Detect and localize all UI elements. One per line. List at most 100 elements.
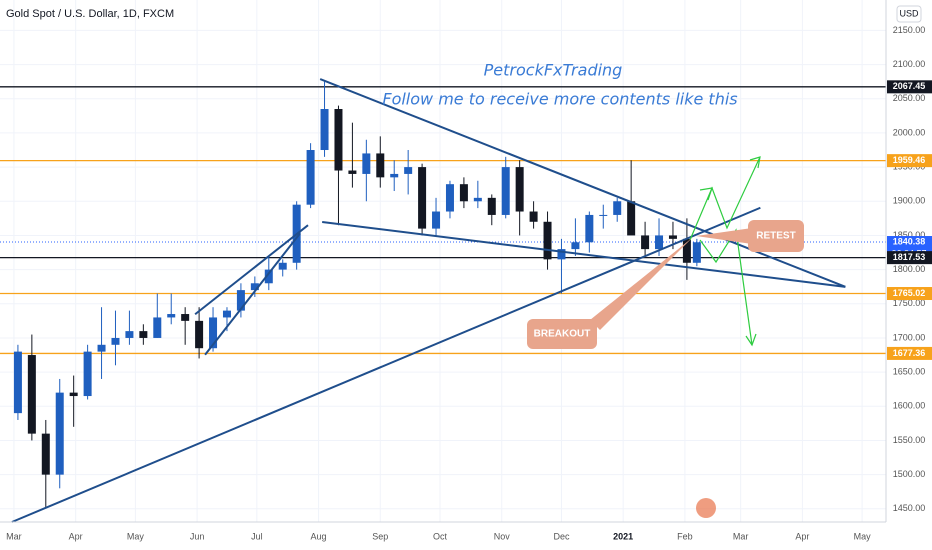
candle-body bbox=[306, 150, 315, 205]
candle-body bbox=[153, 317, 162, 338]
retest-box bbox=[748, 220, 804, 252]
candle-body bbox=[459, 184, 468, 202]
breakout-pointer bbox=[590, 238, 692, 330]
candle-body bbox=[278, 262, 287, 270]
candle-body bbox=[655, 235, 664, 250]
candle-body bbox=[418, 167, 427, 229]
y-tick-label: 2150.00 bbox=[893, 25, 926, 35]
candles bbox=[13, 81, 701, 509]
watermark: Follow me to receive more contents like … bbox=[382, 90, 737, 109]
trendline bbox=[11, 206, 761, 523]
annotation: BREAKOUT bbox=[534, 329, 591, 340]
trendline bbox=[204, 232, 301, 356]
price-label: 2067.45 bbox=[893, 81, 926, 91]
chart-title: Gold Spot / U.S. Dollar, 1D, FXCM bbox=[6, 8, 174, 20]
y-tick-label: 1850.00 bbox=[893, 230, 926, 240]
y-tick-label: 1500.00 bbox=[893, 469, 926, 479]
candle-body bbox=[181, 314, 190, 321]
candle-body bbox=[69, 392, 78, 397]
x-tick-label: Dec bbox=[553, 531, 570, 541]
y-tick-label: 1600.00 bbox=[893, 401, 926, 411]
price-label: 1840.38 bbox=[893, 236, 926, 246]
price-label: 1959.46 bbox=[893, 155, 926, 165]
trendline bbox=[322, 220, 846, 288]
candle-body bbox=[613, 201, 622, 215]
candle-body bbox=[557, 249, 566, 260]
trendlines bbox=[11, 78, 846, 523]
projection-arrow-up bbox=[689, 156, 761, 241]
x-tick-label: May bbox=[127, 531, 145, 541]
candle-body bbox=[222, 310, 231, 318]
candle-body bbox=[390, 173, 399, 178]
price-label-box bbox=[887, 80, 932, 94]
logo bbox=[696, 498, 716, 518]
y-tick-label: 1750.00 bbox=[893, 298, 926, 308]
candle-body bbox=[209, 317, 218, 349]
price-label-box bbox=[887, 154, 932, 168]
watermark: PetrockFxTrading bbox=[484, 61, 623, 80]
candle-body bbox=[41, 433, 50, 475]
arrow-head bbox=[745, 333, 757, 347]
projection-arrow-down bbox=[699, 228, 753, 346]
price-label: 1765.02 bbox=[893, 288, 926, 298]
candle-body bbox=[432, 211, 441, 229]
candle-body bbox=[641, 235, 650, 250]
grid bbox=[0, 0, 886, 522]
candle-body bbox=[167, 314, 176, 318]
candle-body bbox=[668, 235, 677, 239]
candle-body bbox=[236, 290, 245, 311]
price-label-box bbox=[887, 346, 932, 360]
arrow-head bbox=[749, 156, 761, 169]
candle-body bbox=[348, 170, 357, 174]
candle-body bbox=[27, 355, 36, 434]
candle-body bbox=[55, 392, 64, 475]
candle-body bbox=[83, 351, 92, 397]
candle-body bbox=[111, 337, 120, 345]
price-label: 1677.36 bbox=[893, 348, 926, 358]
x-tick-label: Oct bbox=[433, 531, 448, 541]
retest-pointer bbox=[696, 228, 752, 244]
candle-body bbox=[334, 109, 343, 171]
x-tick-label: Sep bbox=[372, 531, 388, 541]
candle-body bbox=[97, 344, 106, 352]
y-tick-label: 2100.00 bbox=[893, 59, 926, 69]
trendline bbox=[319, 78, 846, 288]
x-tick-label: May bbox=[854, 531, 872, 541]
candle-body bbox=[125, 331, 134, 338]
y-tick-label: 1450.00 bbox=[893, 503, 926, 513]
breakout-box bbox=[527, 319, 597, 349]
candle-body bbox=[320, 109, 329, 151]
candle-body bbox=[682, 238, 691, 263]
candle-body bbox=[264, 269, 273, 284]
currency-box[interactable] bbox=[896, 5, 922, 23]
x-tick-label: Apr bbox=[69, 531, 83, 541]
arrow-head bbox=[699, 187, 713, 201]
y-tick-label: 1650.00 bbox=[893, 366, 926, 376]
candle-body bbox=[692, 242, 701, 263]
candle-body bbox=[515, 167, 524, 212]
x-tick-label: Nov bbox=[494, 531, 511, 541]
x-tick-label: Mar bbox=[733, 531, 749, 541]
candle-body bbox=[195, 320, 204, 349]
x-tick-label: Jul bbox=[251, 531, 263, 541]
candle-body bbox=[571, 242, 580, 250]
x-tick-label: Mar bbox=[6, 531, 22, 541]
x-tick-label: Aug bbox=[311, 531, 327, 541]
y-tick-label: 1900.00 bbox=[893, 196, 926, 206]
y-tick-label: 2050.00 bbox=[893, 93, 926, 103]
candle-body bbox=[404, 167, 413, 174]
candle-body bbox=[445, 184, 454, 212]
trendline bbox=[194, 224, 309, 316]
currency: USD bbox=[899, 8, 919, 18]
x-tick-label: 2021 bbox=[613, 531, 633, 541]
candle-body bbox=[501, 167, 510, 215]
x-tick-label: Feb bbox=[677, 531, 693, 541]
candle-body bbox=[627, 201, 636, 236]
candle-body bbox=[599, 214, 608, 216]
candle-body bbox=[376, 153, 385, 178]
annotation: RETEST bbox=[756, 231, 795, 242]
candle-body bbox=[139, 331, 148, 338]
candle-body bbox=[250, 283, 259, 291]
